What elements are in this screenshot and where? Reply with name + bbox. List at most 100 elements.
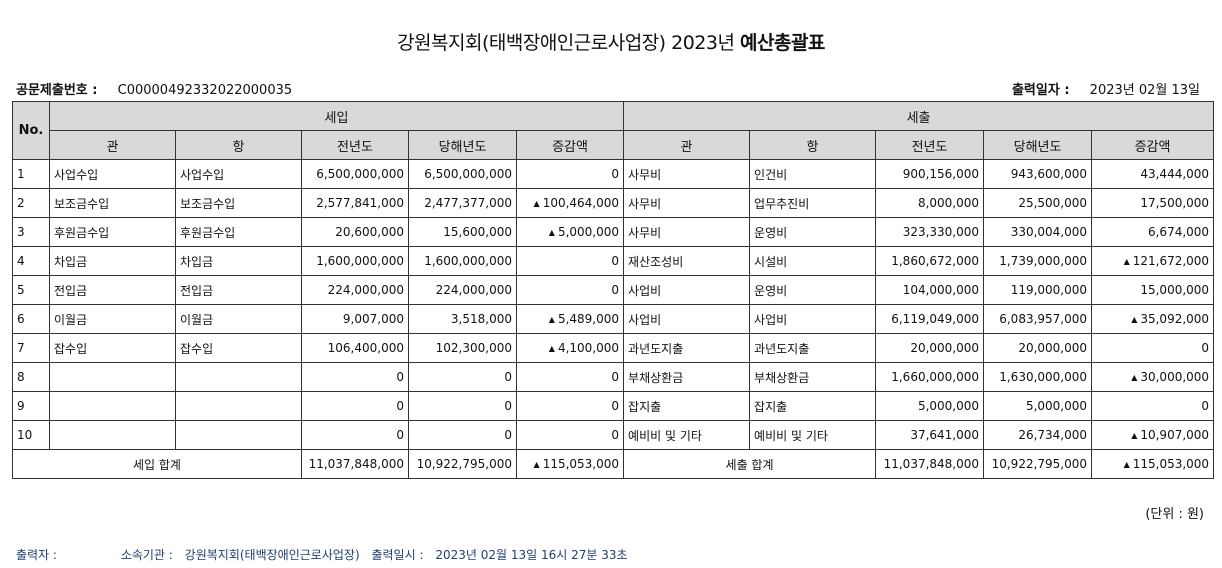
- expense-gwan-value: 사무비: [628, 167, 662, 182]
- expense-curr: 25,500,000: [983, 188, 1093, 218]
- income-gwan: [49, 420, 176, 450]
- income-total-label: 세입 합계: [12, 449, 302, 479]
- expense-prev-value: 323,330,000: [902, 225, 980, 239]
- expense-prev-value: 37,641,000: [910, 428, 980, 442]
- header-expense: 세출: [623, 101, 1215, 131]
- table-row: 5 전입금 전입금 224,000,000 224,000,000 0 사업비 운영비 104,…: [12, 275, 1215, 305]
- income-diff-value: 0: [611, 254, 620, 268]
- table-row: 1 사업수입 사업수입 6,500,000,000 6,500,000,000 0 사무비 인…: [12, 159, 1215, 189]
- income-curr-value: 102,300,000: [435, 341, 512, 355]
- income-hang: 보조금수입: [175, 188, 302, 218]
- income-diff: 0: [515, 246, 625, 276]
- income-prev-value: 0: [396, 428, 404, 442]
- expense-gwan: 사무비: [623, 217, 751, 247]
- expense-hang-value: 인건비: [754, 167, 788, 182]
- expense-prev: 20,000,000: [875, 333, 985, 363]
- increase-arrow-icon: ▲: [1123, 257, 1130, 266]
- income-hang-value: 이월금: [180, 312, 214, 327]
- income-diff-value: 4,100,000: [557, 341, 620, 355]
- expense-total-curr: 10,922,795,000: [983, 449, 1093, 479]
- increase-arrow-icon: ▲: [533, 460, 540, 469]
- increase-arrow-icon: ▲: [1131, 373, 1138, 382]
- expense-diff: ▲ 35,092,000: [1091, 304, 1215, 334]
- table-row: 2 보조금수입 보조금수입 2,577,841,000 2,477,377,000 ▲ 10…: [12, 188, 1215, 218]
- header-expense-curr: 당해년도: [983, 130, 1093, 160]
- income-hang-value: 잡수입: [180, 341, 214, 356]
- expense-curr-value: 330,004,000: [1010, 225, 1088, 239]
- income-curr: 2,477,377,000: [408, 188, 517, 218]
- income-diff-value: 100,464,000: [542, 196, 620, 210]
- expense-curr-value: 1,630,000,000: [999, 370, 1088, 384]
- income-gwan: [49, 391, 176, 421]
- unit-note: (단위 : 원): [1145, 507, 1204, 522]
- expense-diff: 43,444,000: [1091, 159, 1215, 189]
- income-prev-value: 20,600,000: [335, 225, 404, 239]
- title-bold-text: 예산총괄표: [740, 32, 825, 54]
- expense-hang: 운영비: [749, 275, 877, 305]
- document-number: 공문제출번호 : C00000492332022000035: [16, 79, 292, 98]
- income-curr: 15,600,000: [408, 217, 517, 247]
- row-number-value: 10: [17, 428, 33, 442]
- row-number: 1: [12, 159, 50, 189]
- income-prev-value: 6,500,000,000: [316, 167, 404, 181]
- header-expense-diff: 증감액: [1091, 130, 1215, 160]
- row-number: 9: [12, 391, 50, 421]
- row-number-value: 4: [17, 254, 25, 268]
- header-income-prev: 전년도: [301, 130, 409, 160]
- income-prev: 20,600,000: [301, 217, 409, 247]
- income-hang-value: 보조금수입: [180, 196, 236, 211]
- income-diff-value: 0: [611, 399, 620, 413]
- income-gwan: 후원금수입: [49, 217, 176, 247]
- income-diff: ▲ 4,100,000: [515, 333, 625, 363]
- expense-hang: 인건비: [749, 159, 877, 189]
- expense-diff: ▲ 10,907,000: [1091, 420, 1215, 450]
- row-number: 3: [12, 217, 50, 247]
- income-prev: 2,577,841,000: [301, 188, 409, 218]
- expense-diff-value: 30,000,000: [1140, 370, 1210, 384]
- print-date-value: 2023년 02월 13일: [1089, 83, 1200, 98]
- title-text: 강원복지회(태백장애인근로사업장) 2023년: [397, 32, 741, 54]
- income-curr: 0: [408, 362, 517, 392]
- expense-prev: 900,156,000: [875, 159, 985, 189]
- income-gwan-value: 전입금: [54, 283, 88, 298]
- income-hang-value: 후원금수입: [180, 225, 236, 240]
- income-hang-value: 전입금: [180, 283, 214, 298]
- income-curr-value: 2,477,377,000: [424, 196, 512, 210]
- print-date-label: 출력일자 :: [1011, 83, 1070, 98]
- expense-prev: 8,000,000: [875, 188, 985, 218]
- income-diff-value: 5,000,000: [557, 225, 620, 239]
- income-diff: 0: [515, 391, 625, 421]
- expense-curr: 1,739,000,000: [983, 246, 1093, 276]
- expense-prev-value: 104,000,000: [902, 283, 980, 297]
- income-prev-value: 0: [396, 370, 404, 384]
- expense-gwan: 사무비: [623, 159, 751, 189]
- expense-gwan-value: 재산조성비: [628, 254, 684, 269]
- header-income-hang: 항: [175, 130, 302, 160]
- expense-gwan: 잡지출: [623, 391, 751, 421]
- expense-gwan-value: 잡지출: [628, 399, 662, 414]
- income-gwan-value: 후원금수입: [54, 225, 110, 240]
- income-gwan-value: 차입금: [54, 254, 88, 269]
- expense-prev-value: 1,860,672,000: [891, 254, 980, 268]
- income-curr: 0: [408, 391, 517, 421]
- expense-total-prev: 11,037,848,000: [875, 449, 985, 479]
- income-gwan-value: 이월금: [54, 312, 88, 327]
- income-diff-value: 0: [611, 428, 620, 442]
- row-number-value: 3: [17, 225, 25, 239]
- table-row: 9 0 0 0 잡지출 잡지출 5,000,000 5,000,000 0: [12, 391, 1215, 421]
- expense-hang-value: 사업비: [754, 312, 788, 327]
- income-diff: ▲ 5,489,000: [515, 304, 625, 334]
- expense-curr: 119,000,000: [983, 275, 1093, 305]
- expense-hang: 운영비: [749, 217, 877, 247]
- income-hang: 전입금: [175, 275, 302, 305]
- expense-hang-value: 과년도지출: [754, 341, 810, 356]
- income-gwan: 보조금수입: [49, 188, 176, 218]
- income-gwan: 전입금: [49, 275, 176, 305]
- expense-gwan: 사업비: [623, 275, 751, 305]
- printed-at-label: 출력일시 :: [371, 548, 424, 562]
- income-curr: 3,518,000: [408, 304, 517, 334]
- header-income-curr: 당해년도: [408, 130, 517, 160]
- expense-prev: 323,330,000: [875, 217, 985, 247]
- expense-prev: 104,000,000: [875, 275, 985, 305]
- income-gwan-value: 사업수입: [54, 167, 99, 182]
